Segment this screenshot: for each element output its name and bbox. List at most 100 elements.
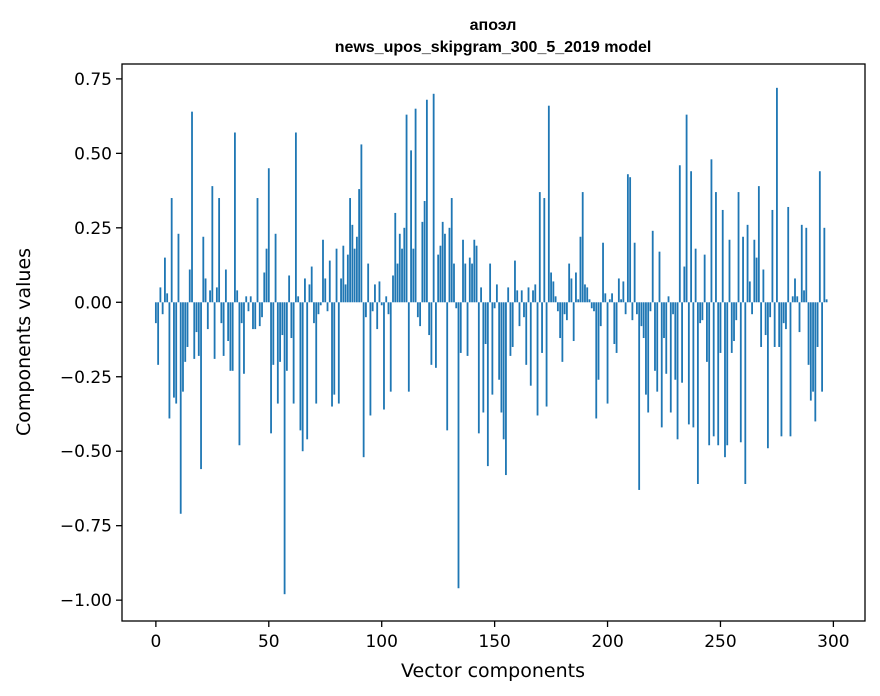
bar-167 — [532, 290, 534, 303]
y-tick-label: −0.25 — [60, 368, 112, 388]
bar-251 — [721, 209, 724, 303]
bar-116 — [416, 302, 419, 318]
bar-75 — [324, 278, 327, 303]
bar-126 — [439, 245, 442, 303]
y-tick-label: −1.00 — [60, 591, 112, 611]
bar-154 — [502, 302, 505, 440]
bar-54 — [276, 302, 279, 404]
bar-248 — [715, 192, 717, 303]
bar-23 — [206, 302, 209, 330]
bar-174 — [547, 105, 550, 303]
bar-29 — [220, 302, 223, 324]
bar-279 — [785, 302, 787, 330]
bar-145 — [482, 302, 485, 413]
bar-228 — [669, 302, 672, 413]
bar-93 — [365, 302, 367, 318]
bar-115 — [414, 108, 417, 303]
bar-176 — [552, 281, 555, 303]
bar-280 — [787, 206, 790, 303]
bar-141 — [473, 239, 476, 303]
bar-65 — [301, 302, 304, 452]
bar-130 — [448, 227, 451, 303]
bar-198 — [602, 242, 604, 303]
bar-98 — [376, 302, 379, 330]
bar-136 — [462, 239, 464, 303]
bar-31 — [224, 269, 227, 303]
bar-133 — [455, 302, 458, 309]
bar-260 — [742, 236, 744, 303]
bar-222 — [656, 302, 659, 392]
bar-270 — [764, 302, 767, 336]
bar-2 — [159, 287, 162, 303]
bar-217 — [645, 302, 647, 395]
bar-142 — [475, 245, 478, 303]
bar-38 — [240, 302, 243, 324]
bar-8 — [173, 302, 175, 398]
bar-99 — [378, 281, 381, 303]
bar-282 — [791, 296, 794, 303]
bar-120 — [425, 99, 428, 303]
bar-229 — [672, 302, 674, 315]
bar-128 — [444, 233, 446, 303]
bar-153 — [500, 302, 503, 413]
bar-62 — [294, 132, 297, 303]
bar-78 — [331, 302, 333, 407]
bar-49 — [265, 248, 268, 303]
bar-233 — [681, 302, 683, 383]
bar-44 — [254, 302, 257, 330]
bar-127 — [441, 221, 444, 303]
y-axis-label: Components values — [13, 248, 35, 436]
bar-19 — [197, 302, 200, 356]
bar-35 — [234, 132, 236, 303]
bar-257 — [735, 302, 738, 321]
bar-240 — [696, 302, 699, 484]
x-tick-label: 150 — [478, 632, 510, 652]
bar-146 — [484, 302, 487, 344]
bar-271 — [766, 302, 769, 449]
bar-103 — [387, 302, 390, 315]
bar-123 — [432, 93, 435, 303]
bar-152 — [498, 302, 501, 380]
y-axis-ticks: −1.00 −0.75 −0.50 −0.25 0.00 0.25 0.50 0.75 — [60, 70, 122, 611]
bar-124 — [435, 302, 437, 368]
bar-112 — [407, 302, 410, 392]
bar-109 — [401, 248, 403, 303]
bar-84 — [344, 284, 347, 303]
bar-144 — [480, 287, 482, 303]
bar-242 — [701, 302, 704, 321]
bar-168 — [534, 284, 537, 303]
bar-193 — [590, 302, 593, 309]
bar-45 — [256, 198, 259, 303]
bar-137 — [464, 263, 467, 303]
bar-244 — [706, 302, 708, 362]
bar-289 — [807, 302, 810, 365]
bar-134 — [457, 302, 460, 589]
bar-243 — [703, 254, 706, 303]
bar-277 — [780, 302, 783, 437]
bar-175 — [550, 272, 552, 303]
bar-9 — [175, 302, 178, 404]
bar-165 — [527, 287, 530, 303]
bar-131 — [450, 198, 453, 303]
bar-252 — [724, 302, 726, 458]
bar-28 — [218, 198, 221, 303]
bar-211 — [631, 302, 634, 321]
bar-111 — [405, 114, 408, 303]
bar-223 — [658, 251, 661, 303]
bar-209 — [626, 174, 629, 303]
bar-56 — [281, 302, 284, 336]
bar-114 — [412, 248, 415, 303]
bar-210 — [629, 177, 632, 303]
bar-236 — [687, 302, 690, 425]
bar-192 — [588, 299, 591, 303]
bar-267 — [757, 186, 760, 303]
bar-253 — [726, 302, 729, 446]
bar-47 — [261, 302, 263, 318]
bar-51 — [270, 302, 272, 434]
bar-97 — [374, 284, 376, 303]
bar-212 — [633, 242, 636, 303]
bar-239 — [694, 248, 697, 303]
bar-285 — [798, 302, 801, 333]
bar-66 — [304, 278, 306, 303]
bar-204 — [615, 302, 618, 353]
